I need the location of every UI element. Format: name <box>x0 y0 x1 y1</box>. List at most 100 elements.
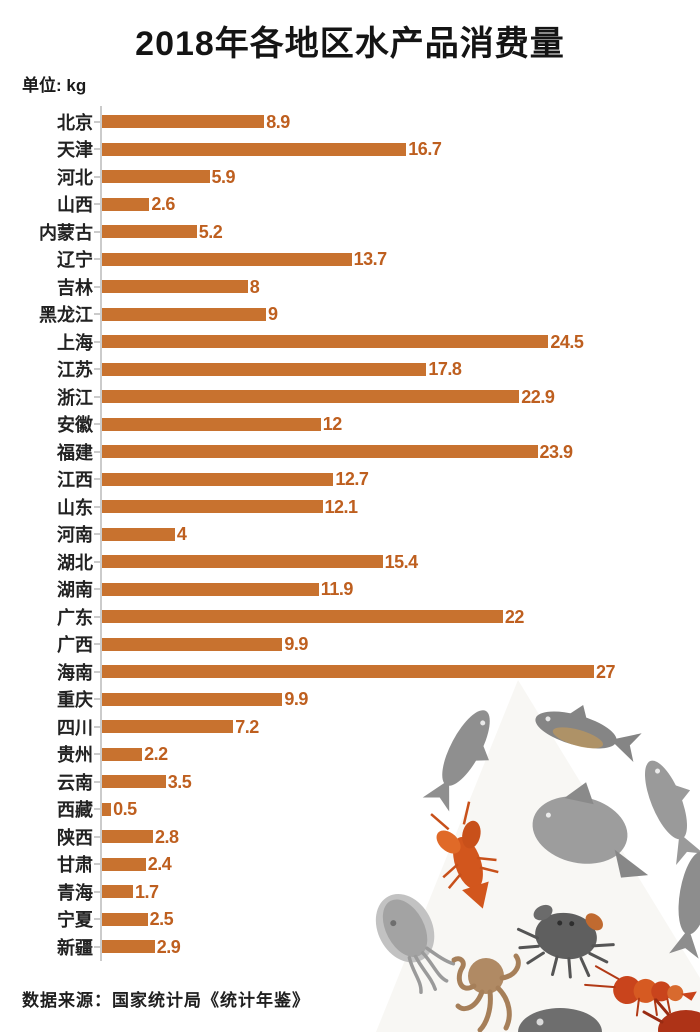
axis-tick <box>94 450 101 453</box>
value-label: 2.2 <box>144 744 168 765</box>
province-label: 广西 <box>57 635 93 656</box>
bar-track: 23.9 <box>94 441 700 462</box>
province-label: 福建 <box>57 442 93 463</box>
chart-row: 内蒙古 5.2 <box>0 218 700 246</box>
axis-tick <box>94 863 101 866</box>
bar <box>102 857 146 871</box>
value-label: 5.2 <box>198 221 223 242</box>
axis-tick <box>94 230 101 233</box>
red-crab-icon <box>642 998 700 1032</box>
bar-track: 4 <box>94 524 700 545</box>
bar <box>102 417 321 431</box>
bar-track: 11.9 <box>94 580 700 598</box>
chart-row: 海南 27 <box>0 658 700 686</box>
seafood-illustration <box>368 678 700 1032</box>
cuttlefish-icon <box>375 894 456 995</box>
bar-track: 5.9 <box>94 168 700 186</box>
bar <box>102 885 133 899</box>
province-label: 青海 <box>57 882 93 903</box>
value-label: 4 <box>176 524 187 545</box>
chart-row: 新疆 2.9 <box>0 933 700 961</box>
value-label: 15.4 <box>384 551 419 572</box>
axis-tick <box>94 615 101 618</box>
axis-tick <box>94 423 101 426</box>
value-label: 13.7 <box>353 249 388 270</box>
value-label: 8.9 <box>266 111 290 132</box>
province-label: 江西 <box>57 470 93 491</box>
chart-row: 陕西 2.8 <box>0 823 700 851</box>
bar <box>102 912 148 926</box>
chart-row: 西藏 0.5 <box>0 796 700 824</box>
bar-track: 12.7 <box>94 470 700 488</box>
province-label: 宁夏 <box>57 910 93 931</box>
bar-track: 22 <box>94 608 700 626</box>
chart-row: 重庆 9.9 <box>0 686 700 714</box>
province-label: 云南 <box>57 772 93 793</box>
carp-icon <box>531 693 645 763</box>
axis-tick <box>94 560 101 563</box>
bar-track: 2.6 <box>94 194 700 215</box>
bar <box>102 252 352 266</box>
axis-tick <box>94 175 101 178</box>
chart-row: 贵州 2.2 <box>0 741 700 769</box>
province-label: 重庆 <box>57 690 93 711</box>
bar-track: 2.5 <box>94 910 700 928</box>
chart-row: 江西 12.7 <box>0 466 700 494</box>
axis-tick <box>94 368 101 371</box>
seafood-collage-svg <box>375 680 700 1032</box>
bar-track: 27 <box>94 663 700 681</box>
chart-rows: 北京 8.9 天津 16.7 河北 5.9 山西 <box>0 108 700 961</box>
bar-track: 2.9 <box>94 938 700 956</box>
chart-row: 山东 12.1 <box>0 493 700 521</box>
axis-tick <box>94 258 101 261</box>
axis-tick <box>94 588 101 591</box>
bar <box>102 225 197 239</box>
province-label: 吉林 <box>57 277 93 298</box>
data-source: 数据来源：国家统计局《统计年鉴》 <box>22 991 310 1010</box>
axis-tick <box>94 725 101 728</box>
chart-row: 浙江 22.9 <box>0 383 700 411</box>
bar-track: 2.8 <box>94 828 700 846</box>
bar-track: 22.9 <box>94 388 700 406</box>
bar-track: 13.7 <box>94 249 700 270</box>
bar <box>102 720 234 734</box>
bar <box>102 527 175 541</box>
value-label: 7.2 <box>235 716 259 737</box>
bar <box>102 940 155 954</box>
chart-row: 广东 22 <box>0 603 700 631</box>
chart-row: 宁夏 2.5 <box>0 906 700 934</box>
axis-tick <box>94 670 101 673</box>
bar <box>102 390 520 404</box>
province-label: 辽宁 <box>57 250 93 271</box>
value-label: 23.9 <box>539 441 574 462</box>
value-label: 1.7 <box>135 881 159 902</box>
bar-track: 2.4 <box>94 854 700 875</box>
value-label: 2.6 <box>151 194 175 215</box>
bar-track: 12 <box>94 415 700 433</box>
bar-track: 8 <box>94 278 700 296</box>
bar-track: 12.1 <box>94 496 700 517</box>
bar <box>102 142 407 156</box>
axis-tick <box>94 890 101 893</box>
chart-row: 河南 4 <box>0 521 700 549</box>
value-label: 2.4 <box>147 854 172 875</box>
chart-row: 安徽 12 <box>0 411 700 439</box>
province-label: 贵州 <box>57 745 93 766</box>
province-label: 西藏 <box>57 800 93 821</box>
province-label: 浙江 <box>57 387 93 408</box>
bar-track: 17.8 <box>94 360 700 378</box>
province-label: 河南 <box>57 525 93 546</box>
crab-icon <box>516 904 615 979</box>
axis-tick <box>94 203 101 206</box>
axis-tick <box>94 340 101 343</box>
unit-label: 单位: kg <box>22 76 87 95</box>
value-label: 12.1 <box>324 496 359 517</box>
province-label: 安徽 <box>57 415 93 436</box>
province-label: 上海 <box>57 332 93 353</box>
province-label: 内蒙古 <box>39 222 93 243</box>
bar-track: 9 <box>94 305 700 323</box>
province-label: 湖北 <box>57 552 93 573</box>
bar-chart: 北京 8.9 天津 16.7 河北 5.9 山西 <box>0 106 700 961</box>
bar <box>102 445 538 459</box>
